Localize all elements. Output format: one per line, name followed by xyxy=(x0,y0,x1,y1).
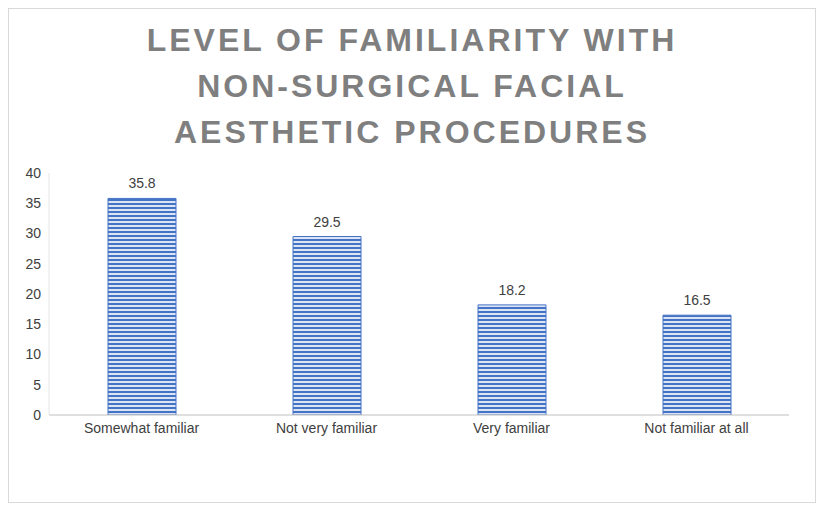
svg-text:5: 5 xyxy=(33,377,41,393)
svg-text:30: 30 xyxy=(25,225,41,241)
svg-text:29.5: 29.5 xyxy=(313,214,340,230)
svg-text:18.2: 18.2 xyxy=(498,282,525,298)
svg-text:35: 35 xyxy=(25,195,41,211)
svg-text:Somewhat familiar: Somewhat familiar xyxy=(84,420,199,436)
svg-text:Not familiar at all: Not familiar at all xyxy=(644,420,748,436)
svg-text:0: 0 xyxy=(33,407,41,423)
svg-text:16.5: 16.5 xyxy=(683,292,710,308)
svg-text:35.8: 35.8 xyxy=(128,175,155,191)
svg-text:20: 20 xyxy=(25,286,41,302)
svg-text:10: 10 xyxy=(25,346,41,362)
svg-text:15: 15 xyxy=(25,316,41,332)
svg-text:40: 40 xyxy=(25,165,41,181)
html-text:LEVEL OF FAMILIARITY WITH NON-: LEVEL OF FAMILIARITY WITH NON-SURGICAL F… xyxy=(146,22,678,150)
svg-text:25: 25 xyxy=(25,256,41,272)
svg-text:Not very familiar: Not very familiar xyxy=(276,420,377,436)
svg-text:Very familiar: Very familiar xyxy=(473,420,550,436)
